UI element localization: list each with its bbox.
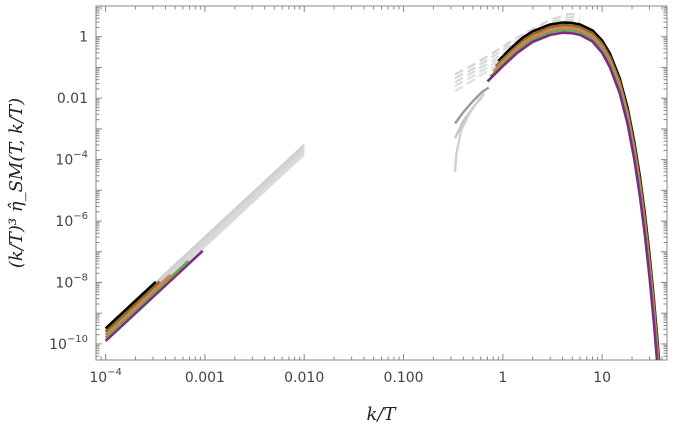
plot-frame: [95, 5, 668, 361]
y-tick-label: 1: [79, 30, 88, 46]
y-tick-label: 10−4: [55, 150, 88, 169]
series-line-high-k-21: [486, 31, 659, 360]
series-line-low-k-8: [104, 280, 157, 330]
y-tick-label: 10−8: [55, 272, 88, 291]
x-tick-label: 0.010: [284, 370, 324, 386]
series-line-high-k-reference-13: [454, 23, 581, 93]
y-tick-label: 10−6: [55, 211, 88, 230]
series-line-low-k-5: [104, 260, 190, 339]
y-axis-title: (k/T)³ η̂_SM(T, k/T): [6, 98, 27, 268]
y-tick-label: 10−10: [49, 334, 88, 353]
series-line-high-k-reference-14: [454, 86, 490, 125]
series-line-high-k-reference-9: [454, 12, 581, 76]
series-line-high-k-19: [492, 26, 660, 360]
x-tick-label: 10−4: [89, 367, 122, 386]
series-line-high-k-18: [494, 23, 660, 360]
x-axis: 10−4 0.001 0.010 0.100 1 10: [89, 6, 663, 386]
series-line-low-k-7: [104, 280, 161, 333]
series-line-low-k-6: [104, 273, 172, 336]
x-axis-title: k/T: [367, 404, 398, 425]
x-tick-label: 0.001: [185, 370, 225, 386]
series-line-low-k-4: [104, 249, 204, 342]
series-line-high-k-20: [489, 28, 659, 360]
x-tick-label: 0.100: [383, 370, 423, 386]
x-tick-label: 10: [593, 370, 611, 386]
series-line-high-k-reference-16: [453, 92, 486, 172]
y-tick-label: 0.01: [57, 91, 88, 107]
series-layer: [104, 12, 661, 360]
x-tick-label: 1: [498, 370, 507, 386]
series-line-high-k-17: [497, 21, 661, 360]
